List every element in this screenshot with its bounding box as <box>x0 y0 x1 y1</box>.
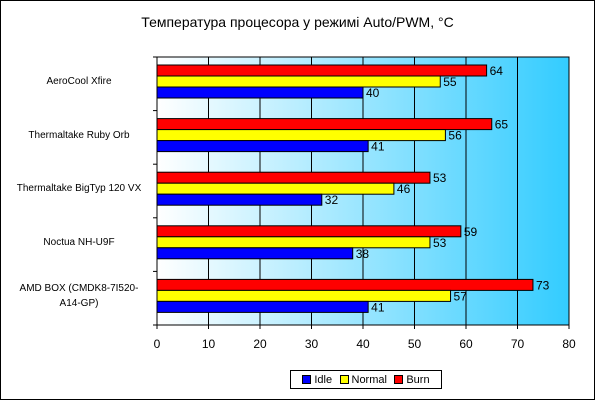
category-label-line: Thermaltake BigTyp 120 VX <box>16 183 142 195</box>
x-tick-label: 20 <box>253 337 267 351</box>
data-label-burn-1: 65 <box>495 118 509 132</box>
legend-swatch <box>339 375 349 384</box>
category-label-line: Noctua NH-U9F <box>43 236 115 248</box>
category-label: AMD BOX (CMDK8-7I520- A14-GP) <box>4 281 154 311</box>
bar-idle-2 <box>156 193 323 206</box>
bar-burn-2 <box>156 171 431 184</box>
category-label: Thermaltake BigTyp 120 VX <box>4 181 154 196</box>
x-tick-label: 80 <box>562 337 576 351</box>
x-tick-label: 50 <box>407 337 422 351</box>
bar-burn-1 <box>156 118 493 131</box>
category-label: AeroCool Xfire <box>4 74 154 89</box>
category-label-line: AeroCool Xfire <box>46 76 112 87</box>
legend-swatch <box>394 375 404 384</box>
bar-burn-0 <box>156 64 488 77</box>
data-label-idle-0: 40 <box>366 86 380 100</box>
bar-normal-3 <box>156 236 431 249</box>
x-tick-label: 30 <box>304 337 319 351</box>
x-tick-label: 40 <box>356 337 370 351</box>
bar-normal-1 <box>156 129 446 142</box>
data-label-normal-1: 56 <box>448 129 462 143</box>
data-label-burn-2: 53 <box>433 171 447 185</box>
bar-burn-3 <box>156 225 462 238</box>
bar-idle-1 <box>156 140 369 153</box>
legend-label: Burn <box>406 373 430 386</box>
data-label-burn-3: 59 <box>464 225 478 239</box>
bar-idle-4 <box>156 300 369 313</box>
category-label-line: Thermaltake Ruby Orb <box>28 129 130 141</box>
x-tick-label: 10 <box>201 337 216 351</box>
category-label: Thermaltake Ruby Orb <box>4 128 154 143</box>
bar-idle-3 <box>156 247 354 260</box>
x-tick-label: 70 <box>510 337 525 351</box>
data-label-idle-1: 41 <box>371 140 385 154</box>
data-label-normal-4: 57 <box>454 289 468 303</box>
category-label-line: AMD BOX (CMDK8-7I520- <box>19 282 139 294</box>
bar-burn-4 <box>156 278 534 291</box>
category-label: Noctua NH-U9F <box>4 235 154 250</box>
legend-item-normal: Normal <box>339 373 387 386</box>
bar-idle-0 <box>156 86 364 99</box>
x-tick-label: 0 <box>153 337 161 351</box>
bar-normal-4 <box>156 289 452 302</box>
data-label-idle-3: 38 <box>356 247 370 261</box>
data-label-idle-4: 41 <box>371 300 385 314</box>
legend-item-idle: Idle <box>302 374 332 386</box>
data-label-normal-3: 53 <box>433 236 447 250</box>
chart-title: Температура процесора у режимі Auto/PWM,… <box>141 14 454 30</box>
bar-normal-0 <box>156 75 441 88</box>
category-label-line: A14-GP) <box>59 297 99 309</box>
data-label-burn-4: 73 <box>536 278 550 292</box>
data-label-idle-2: 32 <box>325 193 339 207</box>
legend: Idle Normal Burn <box>290 370 442 389</box>
data-label-normal-2: 46 <box>397 182 411 196</box>
data-label-burn-0: 64 <box>490 64 504 78</box>
legend-label: Normal <box>351 373 387 386</box>
bar-normal-2 <box>156 182 395 195</box>
legend-item-burn: Burn <box>394 373 430 386</box>
data-label-normal-0: 55 <box>443 75 457 89</box>
x-tick-label: 60 <box>459 337 473 351</box>
legend-label: Idle <box>314 373 333 386</box>
legend-swatch <box>302 375 312 384</box>
